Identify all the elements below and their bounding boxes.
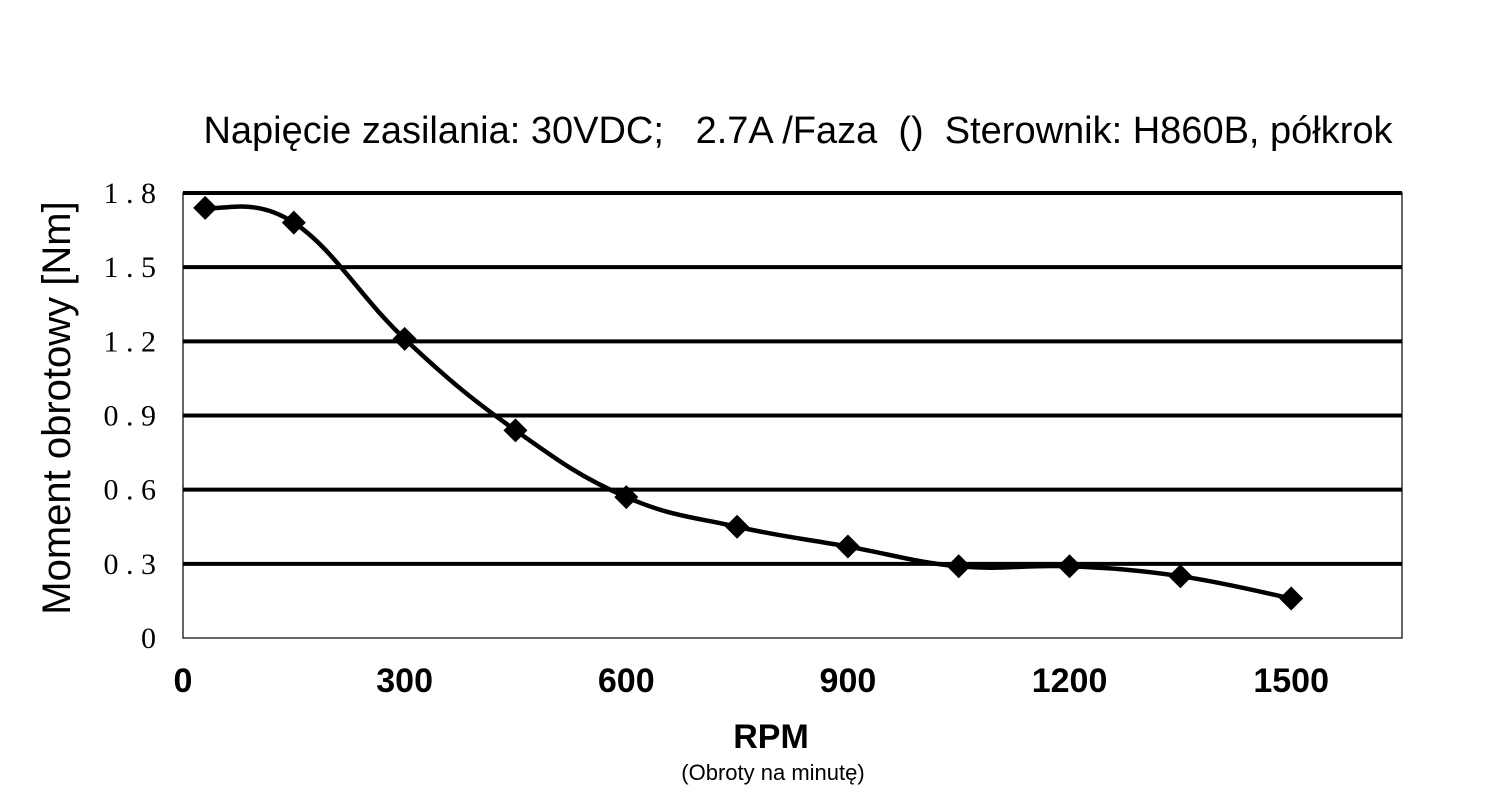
y-tick-labels: 0 0 . 3 0 . 6 0 . 9 1 . 2 1 . 5 1 . 8 [104,177,157,655]
data-point-marker [1168,564,1193,589]
y-tick-label: 0 . 9 [104,400,157,433]
y-tick-label: 1 . 8 [104,177,157,210]
data-point-marker [392,326,417,351]
x-tick-label: 300 [376,662,433,700]
x-axis-label: RPM [733,718,809,756]
y-tick-label: 1 . 5 [104,251,157,284]
data-point-marker [193,195,218,220]
data-markers [193,195,1304,611]
data-point-marker [1057,554,1082,579]
gridlines [183,191,1402,566]
data-point-marker [725,514,750,539]
x-tick-label: 900 [820,662,877,700]
x-tick-label: 0 [174,662,193,700]
x-axis-sublabel: (Obroty na minutę) [681,760,864,785]
y-tick-label: 0 [141,622,156,655]
y-tick-label: 1 . 2 [104,325,157,358]
data-point-marker [1279,586,1304,611]
x-tick-label: 600 [598,662,655,700]
data-point-marker [835,534,860,559]
x-tick-label: 1200 [1032,662,1108,700]
y-tick-label: 0 . 3 [104,548,157,581]
data-point-marker [503,418,528,443]
y-tick-label: 0 . 6 [104,474,157,507]
data-point-marker [946,554,971,579]
y-axis-label: Moment obrotowy [Nm] [35,201,79,614]
data-point-marker [614,485,639,510]
chart-title: Napięcie zasilania: 30VDC; 2.7A /Faza ()… [203,110,1393,152]
data-point-marker [281,210,306,235]
x-tick-label: 1500 [1253,662,1329,700]
x-tick-labels: 0 300 600 900 1200 1500 [174,662,1329,700]
